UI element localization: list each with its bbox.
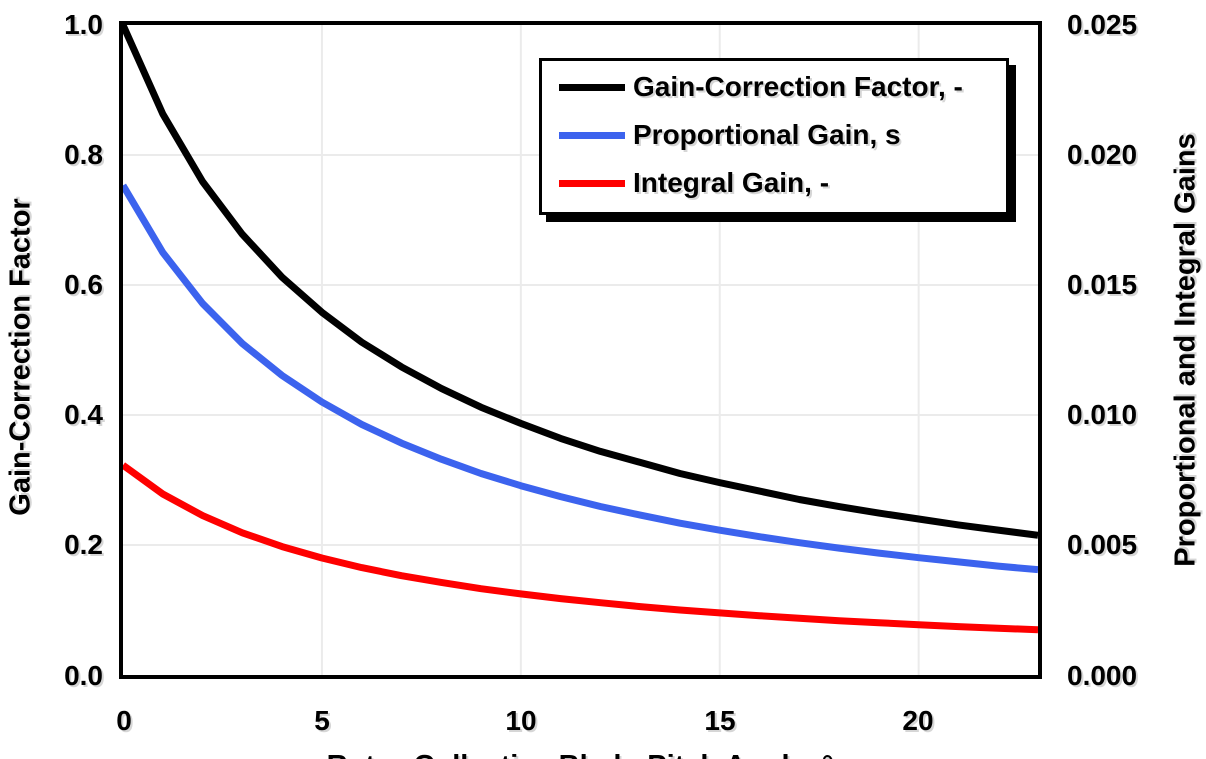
left-axis-tick: 0.0: [64, 660, 103, 691]
right-axis-tick: 0.025: [1067, 9, 1138, 40]
left-axis-tick: 1.0: [64, 9, 103, 40]
left-axis-tick: 0.8: [64, 139, 103, 170]
legend-label-proportional-gain: Proportional Gain, s: [633, 119, 901, 150]
right-axis-tick: 0.000: [1067, 660, 1138, 691]
left-axis-tick: 0.4: [64, 399, 103, 430]
x-axis-tick: 5: [314, 705, 330, 736]
legend-box: Gain-Correction Factor, - Proportional G…: [539, 58, 1009, 215]
right-axis-tick: 0.020: [1067, 139, 1138, 170]
plot-canvas: [123, 25, 1038, 675]
legend-item-integral-gain: Integral Gain, -: [559, 168, 996, 198]
legend-swatch-proportional-gain: [559, 131, 625, 139]
x-axis-tick: 15: [704, 705, 736, 736]
legend-label-gain-correction-factor: Gain-Correction Factor, -: [633, 71, 963, 102]
x-axis-tick: 10: [505, 705, 537, 736]
legend-swatch-gain-correction-factor: [559, 83, 625, 91]
legend-item-gain-correction-factor: Gain-Correction Factor, -: [559, 72, 996, 102]
legend-item-proportional-gain: Proportional Gain, s: [559, 120, 996, 150]
x-axis-tick: 20: [902, 705, 934, 736]
legend-label-integral-gain: Integral Gain, -: [633, 167, 830, 198]
right-axis-title: Proportional and Integral Gains: [1169, 133, 1202, 567]
right-axis-tick: 0.015: [1067, 269, 1138, 300]
right-axis-tick: 0.010: [1067, 399, 1138, 430]
x-axis-title: Rotor-Collective Blade-Pitch Angle, °: [327, 750, 834, 759]
right-axis-tick: 0.005: [1067, 529, 1138, 560]
left-axis-title: Gain-Correction Factor: [4, 198, 37, 516]
left-axis-tick: 0.6: [64, 269, 103, 300]
legend-swatch-integral-gain: [559, 179, 625, 187]
x-axis-tick: 0: [116, 705, 132, 736]
left-axis-tick: 0.2: [64, 529, 103, 560]
